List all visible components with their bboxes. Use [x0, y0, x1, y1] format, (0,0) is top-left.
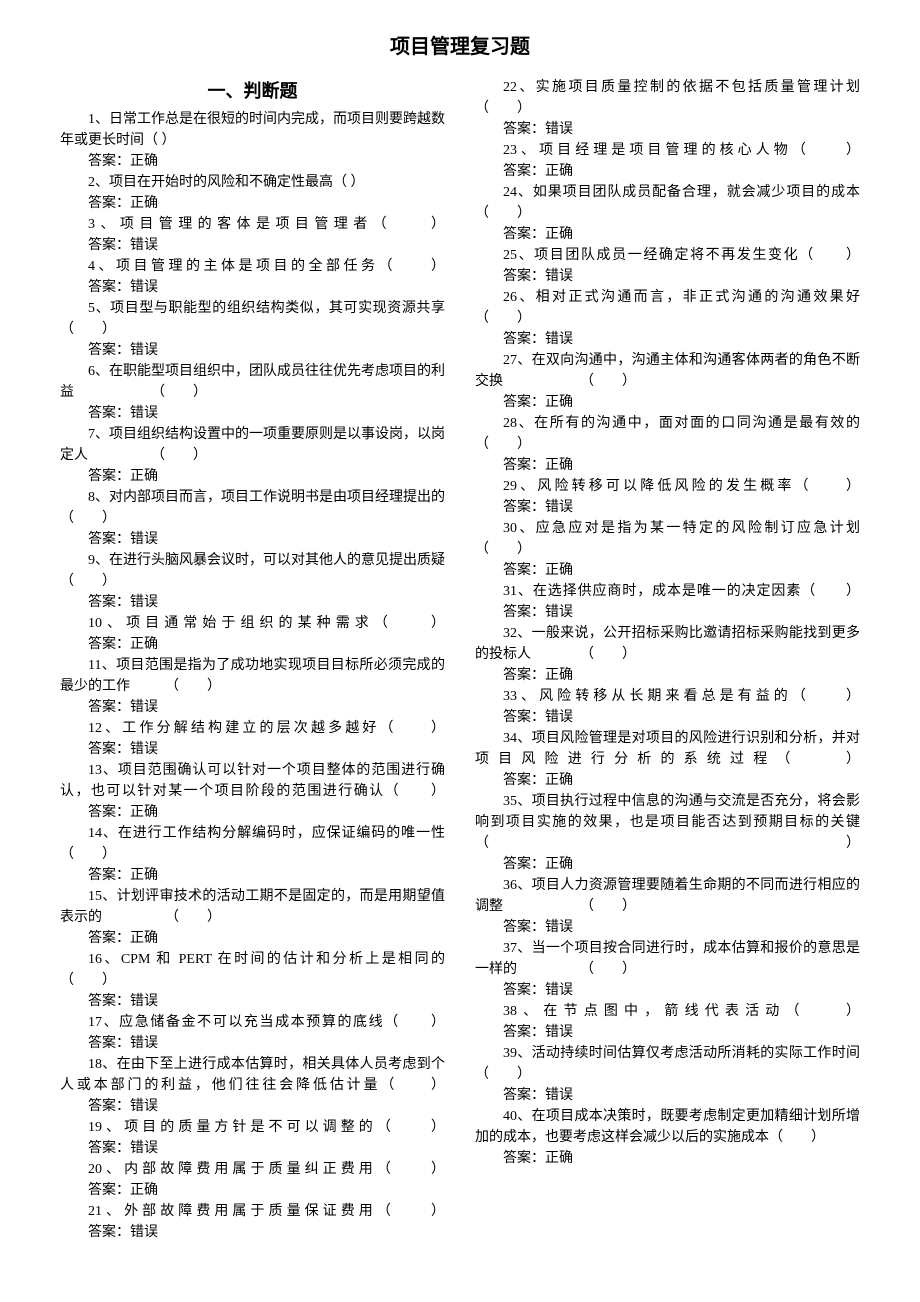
answer: 答案：错误: [475, 497, 860, 518]
question: 39、活动持续时间估算仅考虑活动所消耗的实际工作时间 （ ）: [475, 1043, 860, 1085]
answer: 答案：错误: [475, 1085, 860, 1106]
question: 9、在进行头脑风暴会议时，可以对其他人的意见提出质疑 （ ）: [60, 550, 445, 592]
question: 10、项目通常始于组织的某种需求（ ）: [60, 613, 445, 634]
answer: 答案：错误: [475, 119, 860, 140]
question: 37、当一个项目按合同进行时，成本估算和报价的意思是一样的 （ ）: [475, 938, 860, 980]
question: 36、项目人力资源管理要随着生命期的不同而进行相应的调整 （ ）: [475, 875, 860, 917]
question: 8、对内部项目而言，项目工作说明书是由项目经理提出的 （ ）: [60, 487, 445, 529]
question: 31、在选择供应商时，成本是唯一的决定因素（ ）: [475, 581, 860, 602]
answer: 答案：错误: [60, 1222, 445, 1243]
question: 33、风险转移从长期来看总是有益的（ ）: [475, 686, 860, 707]
question: 20、内部故障费用属于质量纠正费用（ ）: [60, 1159, 445, 1180]
answer: 答案：正确: [60, 466, 445, 487]
section-heading: 一、判断题: [60, 77, 445, 103]
question: 15、计划评审技术的活动工期不是固定的，而是用期望值表示的 （ ）: [60, 886, 445, 928]
question: 24、如果项目团队成员配备合理，就会减少项目的成本 （ ）: [475, 182, 860, 224]
answer: 答案：错误: [60, 529, 445, 550]
answer: 答案：正确: [475, 224, 860, 245]
question: 7、项目组织结构设置中的一项重要原则是以事设岗，以岗定人 （ ）: [60, 424, 445, 466]
answer: 答案：错误: [60, 235, 445, 256]
question: 11、项目范围是指为了成功地实现项目目标所必须完成的最少的工作 （ ）: [60, 655, 445, 697]
answer: 答案：正确: [60, 802, 445, 823]
answer: 答案：错误: [475, 917, 860, 938]
answer: 答案：正确: [475, 392, 860, 413]
question: 12、工作分解结构建立的层次越多越好（ ）: [60, 718, 445, 739]
question: 1、日常工作总是在很短的时间内完成，而项目则要跨越数年或更长时间（ ）: [60, 109, 445, 151]
answer: 答案：错误: [60, 340, 445, 361]
answer: 答案：正确: [475, 161, 860, 182]
question: 29、风险转移可以降低风险的发生概率（ ）: [475, 476, 860, 497]
answer: 答案：错误: [475, 980, 860, 1001]
question: 25、项目团队成员一经确定将不再发生变化（ ）: [475, 245, 860, 266]
question: 40、在项目成本决策时，既要考虑制定更加精细计划所增加的成本，也要考虑这样会减少…: [475, 1106, 860, 1148]
answer: 答案：错误: [475, 329, 860, 350]
question: 3、项目管理的客体是项目管理者（ ）: [60, 214, 445, 235]
question: 17、应急储备金不可以充当成本预算的底线（ ）: [60, 1012, 445, 1033]
question: 14、在进行工作结构分解编码时，应保证编码的唯一性 （ ）: [60, 823, 445, 865]
question-list: 1、日常工作总是在很短的时间内完成，而项目则要跨越数年或更长时间（ ）答案：正确…: [60, 77, 860, 1262]
answer: 答案：正确: [60, 865, 445, 886]
answer: 答案：错误: [60, 277, 445, 298]
question: 6、在职能型项目组织中，团队成员往往优先考虑项目的利益 （ ）: [60, 361, 445, 403]
answer: 答案：错误: [60, 697, 445, 718]
question: 2、项目在开始时的风险和不确定性最高（ ）: [60, 172, 445, 193]
question: 22、实施项目质量控制的依据不包括质量管理计划 （ ）: [475, 77, 860, 119]
question: 21、外部故障费用属于质量保证费用（ ）: [60, 1201, 445, 1222]
question: 18、在由下至上进行成本估算时，相关具体人员考虑到个人或本部门的利益，他们往往会…: [60, 1054, 445, 1096]
doc-title: 项目管理复习题: [60, 30, 860, 59]
answer: 答案：错误: [60, 592, 445, 613]
question: 38、在节点图中，箭线代表活动（ ）: [475, 1001, 860, 1022]
answer: 答案：错误: [60, 739, 445, 760]
question: 32、一般来说，公开招标采购比邀请招标采购能找到更多的投标人 （ ）: [475, 623, 860, 665]
answer: 答案：正确: [475, 1148, 860, 1169]
question: 35、项目执行过程中信息的沟通与交流是否充分，将会影响到项目实施的效果，也是项目…: [475, 791, 860, 854]
answer: 答案：错误: [60, 991, 445, 1012]
question: 13、项目范围确认可以针对一个项目整体的范围进行确认，也可以针对某一个项目阶段的…: [60, 760, 445, 802]
question: 5、项目型与职能型的组织结构类似，其可实现资源共享 （ ）: [60, 298, 445, 340]
question: 4、项目管理的主体是项目的全部任务（ ）: [60, 256, 445, 277]
answer: 答案：错误: [60, 403, 445, 424]
question: 28、在所有的沟通中，面对面的口同沟通是最有效的 （ ）: [475, 413, 860, 455]
answer: 答案：错误: [60, 1096, 445, 1117]
answer: 答案：正确: [60, 1180, 445, 1201]
question: 19、项目的质量方针是不可以调整的（ ）: [60, 1117, 445, 1138]
answer: 答案：正确: [60, 928, 445, 949]
question: 23、项目经理是项目管理的核心人物（ ）: [475, 140, 860, 161]
answer: 答案：正确: [475, 770, 860, 791]
page: 项目管理复习题 一、判断题 1、日常工作总是在很短的时间内完成，而项目则要跨越数…: [0, 0, 920, 1302]
answer: 答案：正确: [475, 665, 860, 686]
question: 27、在双向沟通中，沟通主体和沟通客体两者的角色不断交换 （ ）: [475, 350, 860, 392]
answer: 答案：错误: [60, 1138, 445, 1159]
answer: 答案：正确: [60, 193, 445, 214]
answer: 答案：正确: [60, 151, 445, 172]
answer: 答案：正确: [475, 560, 860, 581]
answer: 答案：错误: [475, 1022, 860, 1043]
answer: 答案：正确: [475, 854, 860, 875]
answer: 答案：错误: [475, 266, 860, 287]
question: 34、项目风险管理是对项目的风险进行识别和分析，并对项目风险进行分析的系统过程（…: [475, 728, 860, 770]
answer: 答案：错误: [60, 1033, 445, 1054]
question: 16、CPM 和 PERT 在时间的估计和分析上是相同的 （ ）: [60, 949, 445, 991]
answer: 答案：错误: [475, 707, 860, 728]
answer: 答案：错误: [475, 602, 860, 623]
answer: 答案：正确: [475, 455, 860, 476]
answer: 答案：正确: [60, 634, 445, 655]
